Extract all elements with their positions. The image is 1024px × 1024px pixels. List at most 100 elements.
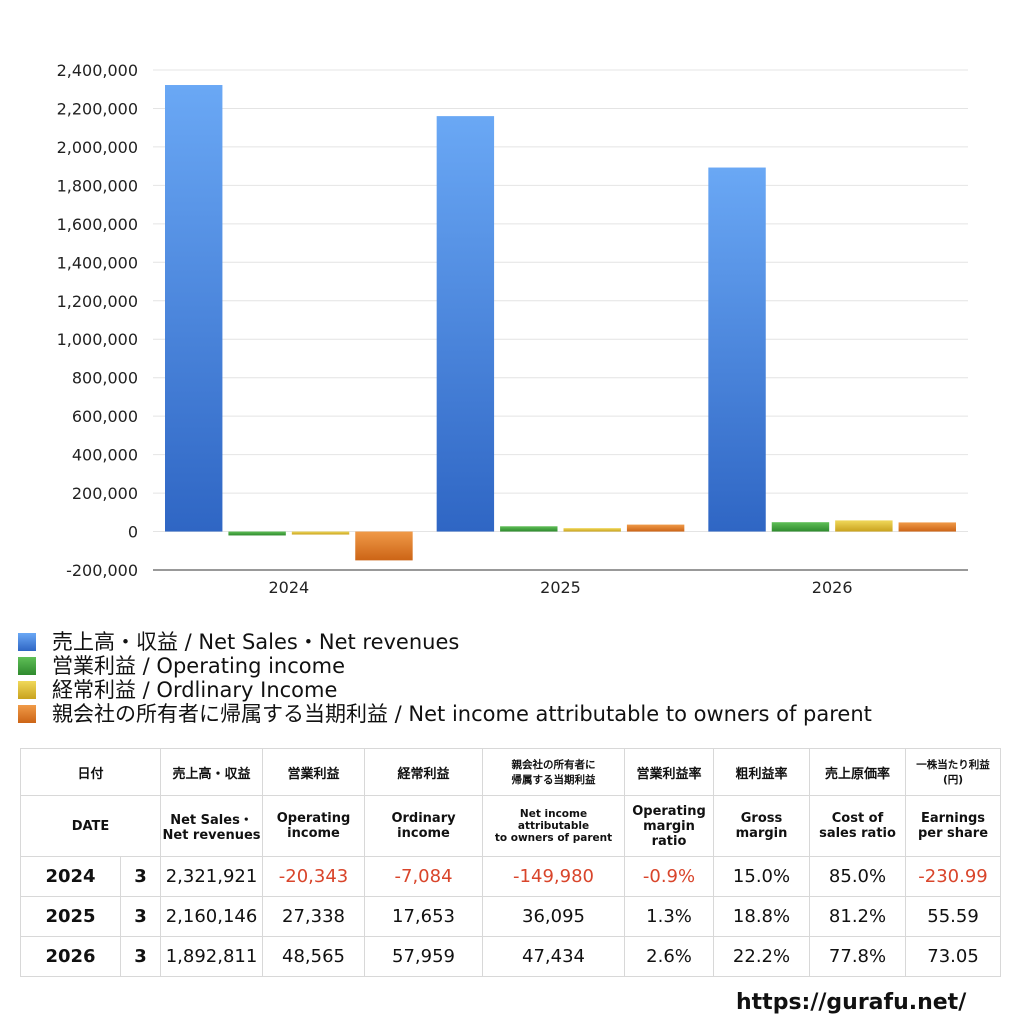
legend-label-ordinary-income: 経常利益 / Ordlinary Income — [52, 678, 338, 702]
cell-ordinary: 17,653 — [364, 896, 484, 937]
header-ordinary-en: Ordinary income — [364, 795, 484, 857]
header-gross-en-line1: Gross — [740, 811, 783, 826]
bar-2025-series-1 — [500, 526, 558, 532]
header-operating-jp: 営業利益 — [262, 748, 366, 796]
cell-op-margin: 2.6% — [624, 936, 715, 977]
y-tick-label: 2,400,000 — [57, 61, 138, 80]
bar-2024-series-3 — [355, 531, 413, 561]
header-net-jp: 親会社の所有者に 帰属する当期利益 — [482, 748, 626, 796]
legend-item-net-income: 親会社の所有者に帰属する当期利益 / Net income attributab… — [18, 702, 872, 726]
header-date-jp: 日付 — [19, 748, 162, 796]
cell-operating: 27,338 — [262, 896, 366, 937]
cell-month: 3 — [119, 896, 162, 937]
header-cost-en-line2: sales ratio — [819, 826, 896, 841]
y-tick-label: 1,800,000 — [57, 176, 138, 195]
cell-cost: 77.8% — [809, 936, 907, 977]
y-tick-label: 400,000 — [72, 446, 138, 465]
cell-net: 36,095 — [482, 896, 626, 937]
header-net-en-line2: to owners of parent — [494, 832, 613, 844]
x-axis: 2024 2025 2026 — [268, 578, 852, 597]
header-ordinary-jp: 経常利益 — [364, 748, 484, 796]
header-ordinary-en-line1: Ordinary — [391, 811, 456, 826]
bar-2025-series-3 — [626, 524, 685, 532]
header-eps-en-line2: per share — [917, 826, 989, 841]
y-tick-label: 2,000,000 — [57, 138, 138, 157]
header-gross-jp: 粗利益率 — [713, 748, 811, 796]
table-header-jp: 日付 売上高・収益 営業利益 経常利益 親会社の所有者に 帰属する当期利益 営業利… — [19, 748, 1002, 796]
header-op-margin-en-line2: margin — [643, 818, 695, 834]
header-op-margin-jp: 営業利益率 — [624, 748, 715, 796]
header-operating-en-line2: income — [287, 826, 340, 841]
header-gross-en-line2: margin — [735, 826, 788, 841]
cell-ordinary: -7,084 — [364, 856, 484, 897]
header-sales-en: Net Sales・ Net revenues — [160, 795, 264, 857]
legend-swatch-ordinary-income — [18, 681, 36, 699]
y-tick-label: 2,200,000 — [57, 99, 138, 118]
legend-item-operating-income: 営業利益 / Operating income — [18, 654, 872, 678]
cell-year: 2024 — [20, 856, 121, 897]
y-tick-label: 1,000,000 — [57, 330, 138, 349]
cell-year: 2025 — [20, 896, 121, 937]
cell-gross: 22.2% — [713, 936, 811, 977]
header-net-en-line1: Net income attributable — [517, 808, 590, 832]
cell-eps: 55.59 — [905, 896, 1002, 937]
bars — [165, 85, 956, 561]
bar-2026-series-2 — [835, 520, 893, 532]
y-tick-label: 800,000 — [72, 369, 138, 388]
cell-ordinary: 57,959 — [364, 936, 484, 977]
header-operating-en: Operating income — [262, 795, 366, 857]
x-tick-label: 2024 — [268, 578, 309, 597]
bar-2025-series-0 — [436, 116, 495, 532]
cell-operating: -20,343 — [262, 856, 366, 897]
cell-cost: 81.2% — [809, 896, 907, 937]
header-op-margin-en-line1: Operating — [632, 803, 706, 819]
cell-sales: 1,892,811 — [160, 936, 264, 977]
cell-operating: 48,565 — [262, 936, 366, 977]
header-sales-jp: 売上高・収益 — [160, 748, 264, 796]
cell-cost: 85.0% — [809, 856, 907, 897]
header-eps-jp-line2: (円) — [942, 774, 964, 786]
y-tick-label: 600,000 — [72, 407, 138, 426]
header-eps-en: Earnings per share — [905, 795, 1002, 857]
table-row: 2024 3 2,321,921 -20,343 -7,084 -149,980… — [20, 856, 1002, 897]
y-tick-label: 200,000 — [72, 484, 138, 503]
cell-sales: 2,160,146 — [160, 896, 264, 937]
header-cost-en-line1: Cost of — [831, 811, 884, 826]
cell-eps: 73.05 — [905, 936, 1002, 977]
bar-2026-series-3 — [898, 522, 956, 532]
bar-2024-series-2 — [291, 531, 350, 535]
header-gross-en: Gross margin — [713, 795, 811, 857]
watermark-url[interactable]: https://gurafu.net/ — [736, 990, 967, 1015]
header-eps-jp: 一株当たり利益 (円) — [905, 748, 1002, 796]
header-sales-en-line2: Net revenues — [162, 828, 261, 843]
cell-gross: 15.0% — [713, 856, 811, 897]
legend: 売上高・収益 / Net Sales・Net revenues 営業利益 / O… — [18, 630, 872, 726]
bar-2024-series-1 — [228, 531, 286, 536]
header-net-en: Net income attributable to owners of pare… — [482, 795, 626, 857]
cell-op-margin: -0.9% — [624, 856, 715, 897]
header-date-en: DATE — [19, 795, 162, 857]
header-eps-jp-line1: 一株当たり利益 — [916, 759, 990, 771]
grid-lines — [153, 69, 968, 571]
y-axis: 2,400,000 2,200,000 2,000,000 1,800,000 1,60… — [57, 61, 138, 580]
cell-month: 3 — [119, 936, 162, 977]
legend-label-net-income: 親会社の所有者に帰属する当期利益 / Net income attributab… — [52, 702, 872, 726]
cell-gross: 18.8% — [713, 896, 811, 937]
legend-label-net-sales: 売上高・収益 / Net Sales・Net revenues — [52, 630, 460, 654]
x-tick-label: 2025 — [540, 578, 581, 597]
header-eps-en-line1: Earnings — [920, 811, 986, 826]
legend-item-ordinary-income: 経常利益 / Ordlinary Income — [18, 678, 872, 702]
header-cost-jp: 売上原価率 — [809, 748, 907, 796]
table-row: 2026 3 1,892,811 48,565 57,959 47,434 2.… — [20, 936, 1002, 977]
cell-op-margin: 1.3% — [624, 896, 715, 937]
bar-2026-series-1 — [771, 522, 830, 532]
header-ordinary-en-line2: income — [397, 826, 450, 841]
financial-table: 日付 売上高・収益 営業利益 経常利益 親会社の所有者に 帰属する当期利益 営業利… — [19, 748, 1002, 977]
cell-eps: -230.99 — [905, 856, 1002, 897]
y-tick-label: 1,200,000 — [57, 292, 138, 311]
cell-sales: 2,321,921 — [160, 856, 264, 897]
legend-swatch-operating-income — [18, 657, 36, 675]
header-op-margin-en: Operating margin ratio — [624, 795, 715, 857]
y-tick-label: 0 — [128, 523, 138, 542]
header-net-jp-line1: 親会社の所有者に — [511, 759, 596, 771]
